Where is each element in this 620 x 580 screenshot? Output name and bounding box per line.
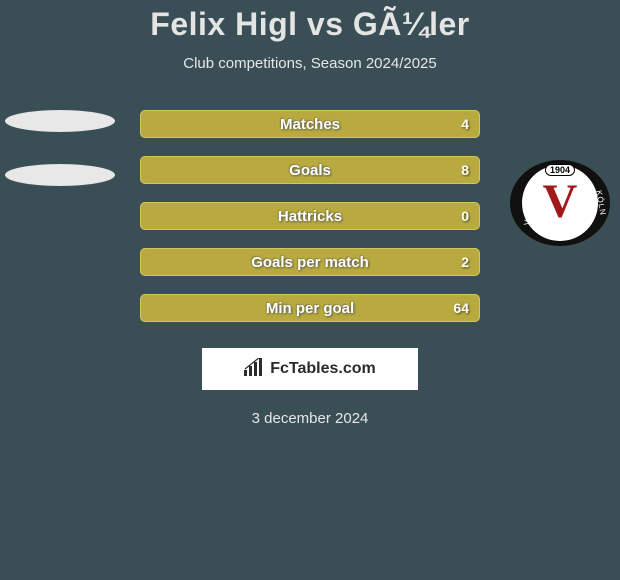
stat-value-right: 8 [461, 162, 469, 178]
brand-attribution: FcTables.com [202, 348, 418, 390]
stat-value-right: 4 [461, 116, 469, 132]
page-title: Felix Higl vs GÃ¼ler [0, 6, 620, 43]
stat-value-right: 64 [453, 300, 469, 316]
comparison-card: Felix Higl vs GÃ¼ler Club competitions, … [0, 0, 620, 427]
stat-value-right: 2 [461, 254, 469, 270]
badge-letter: V [543, 178, 578, 226]
stats-section: Matches 4 Goals 8 Hattricks 0 Goals per … [0, 110, 620, 322]
stat-row-matches: Matches 4 [140, 110, 480, 138]
placeholder-ellipse [5, 164, 115, 186]
page-subtitle: Club competitions, Season 2024/2025 [0, 55, 620, 72]
stat-value-right: 0 [461, 208, 469, 224]
bar-chart-icon [244, 358, 266, 381]
stat-row-min-per-goal: Min per goal 64 [140, 294, 480, 322]
badge-inner: V [522, 165, 598, 241]
club-badge-viktoria-koln: VIKTORIA KÖLN V 1904 [510, 160, 610, 246]
placeholder-ellipse [5, 110, 115, 132]
stat-row-goals: Goals 8 [140, 156, 480, 184]
brand-text: FcTables.com [270, 360, 376, 378]
left-player-placeholder [5, 110, 115, 186]
stat-row-goals-per-match: Goals per match 2 [140, 248, 480, 276]
stat-row-hattricks: Hattricks 0 [140, 202, 480, 230]
badge-year: 1904 [545, 164, 575, 176]
right-club-badge: VIKTORIA KÖLN V 1904 [510, 160, 610, 246]
stat-label: Goals per match [251, 254, 369, 271]
footer-date: 3 december 2024 [0, 410, 620, 427]
stat-label: Min per goal [266, 300, 354, 317]
stat-label: Matches [280, 116, 340, 133]
stat-label: Goals [289, 162, 331, 179]
stat-label: Hattricks [278, 208, 342, 225]
